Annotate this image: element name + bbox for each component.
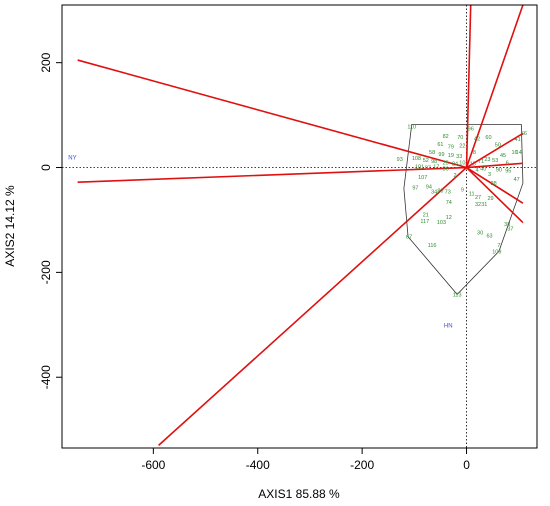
- genotype-label: 99: [438, 152, 444, 158]
- genotype-label: 24: [452, 161, 458, 167]
- genotype-label: 109: [492, 249, 501, 255]
- genotype-label: 42: [474, 137, 480, 143]
- y-axis: -400 -200 0 200: [39, 52, 62, 389]
- genotype-label: 7: [497, 243, 500, 249]
- x-axis-title: AXIS1 85.88 %: [258, 487, 340, 501]
- genotype-label: 94: [426, 184, 432, 190]
- genotype-label: 58: [429, 150, 435, 156]
- genotype-label: 96: [468, 127, 474, 133]
- genotype-label: 34: [431, 190, 437, 196]
- x-tick-label: -200: [350, 458, 374, 472]
- genotype-label: 6: [506, 160, 509, 166]
- genotype-label: 16: [511, 150, 517, 156]
- genotype-label: 80: [437, 189, 443, 195]
- environment-vector-1: [77, 59, 467, 169]
- x-tick-label: 0: [463, 458, 470, 472]
- genotype-label: 30: [477, 231, 483, 237]
- genotype-label: 61: [437, 142, 443, 148]
- genotype-label: 101: [415, 164, 424, 170]
- environment-label-hn: HN: [444, 323, 453, 329]
- genotype-label: 32: [475, 202, 481, 208]
- genotype-label: 23: [484, 157, 490, 163]
- genotype-label: 2: [454, 173, 457, 179]
- genotype-label: 4: [475, 168, 478, 174]
- x-tick-label: -600: [141, 458, 165, 472]
- genotype-label: 52: [423, 158, 429, 164]
- y-tick-label: 0: [39, 164, 53, 171]
- genotype-label: 67: [406, 235, 412, 241]
- genotype-label: 37: [507, 226, 513, 232]
- genotype-label: 40: [480, 167, 486, 173]
- genotype-label: 45: [500, 153, 506, 159]
- environment-vector-3: [158, 166, 468, 446]
- genotype-label: 14: [516, 150, 522, 156]
- genotype-label: 70: [457, 135, 463, 141]
- genotype-label: 10: [459, 160, 465, 166]
- environment-vector-6: [466, 132, 524, 169]
- genotype-label: 116: [428, 243, 437, 249]
- genotype-label: 19: [448, 153, 454, 159]
- genotype-label: 60: [485, 135, 491, 141]
- genotype-label: 50: [495, 142, 501, 148]
- genotype-label: 56: [443, 167, 449, 173]
- genotype-label: 17: [433, 164, 439, 170]
- environment-labels: NY HN: [68, 156, 452, 330]
- genotype-label: 108: [412, 156, 421, 162]
- y-axis-title: AXIS2 14.12 %: [3, 185, 17, 267]
- genotype-label: 63: [486, 234, 492, 240]
- environment-label-ny: NY: [68, 156, 76, 162]
- genotype-label: 82: [443, 134, 449, 140]
- genotype-label: 38: [504, 222, 510, 228]
- environment-vector-4: [465, 5, 472, 168]
- genotype-label: 110: [407, 125, 416, 131]
- x-tick-label: -400: [246, 458, 270, 472]
- genotype-label: 22: [459, 144, 465, 150]
- genotype-label: 53: [492, 158, 498, 164]
- genotype-label: 11: [469, 192, 475, 198]
- genotype-label: 117: [420, 219, 429, 225]
- genotype-label: 27: [475, 195, 481, 201]
- environment-vectors: [77, 5, 524, 446]
- genotype-label: 21: [423, 213, 429, 219]
- genotype-label: 12: [446, 215, 452, 221]
- y-tick-label: 200: [39, 52, 53, 72]
- y-tick-label: -200: [39, 260, 53, 284]
- genotype-label: 73: [445, 190, 451, 196]
- genotype-label: 66: [521, 131, 527, 137]
- genotype-label: 41: [515, 137, 521, 143]
- genotype-label: 103: [437, 220, 446, 226]
- genotype-label: 47: [514, 177, 520, 183]
- genotype-label: 28: [491, 181, 497, 187]
- genotype-label: 87: [425, 166, 431, 172]
- genotype-label: 9: [461, 188, 464, 194]
- x-axis: -600 -400 -200 0: [141, 448, 470, 472]
- plot-frame: [61, 4, 538, 449]
- genotype-label: 74: [446, 200, 452, 206]
- genotype-label: 3: [488, 172, 491, 178]
- genotype-label: 98: [431, 159, 437, 165]
- environment-vector-2: [77, 166, 467, 183]
- genotype-label: 97: [412, 185, 418, 191]
- environment-vector-8: [466, 166, 524, 204]
- genotype-label: 8: [473, 150, 476, 156]
- genotype-label: 113: [453, 292, 462, 298]
- genotype-label: 71: [478, 159, 484, 165]
- genotype-label: 95: [505, 169, 511, 175]
- environment-vector-9: [465, 166, 524, 224]
- genotype-label: 107: [418, 175, 427, 181]
- genotype-label: 90: [496, 168, 502, 174]
- environment-vector-7: [466, 162, 523, 169]
- environment-vector-5: [465, 5, 524, 168]
- genotype-label: 33: [456, 154, 462, 160]
- genotype-label: 31: [481, 202, 487, 208]
- genotype-label: 25: [443, 160, 449, 166]
- plot-background: [62, 5, 537, 448]
- genotype-label: 93: [397, 157, 403, 163]
- genotype-label: 29: [487, 196, 493, 202]
- y-tick-label: -400: [39, 365, 53, 389]
- genotype-label: 79: [448, 145, 454, 151]
- genotype-label: 15: [470, 161, 476, 167]
